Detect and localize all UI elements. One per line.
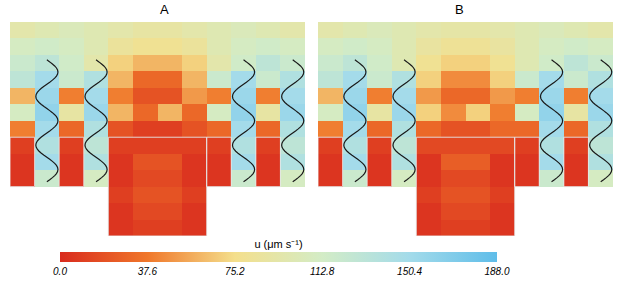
svg-text:37.6: 37.6 bbox=[138, 266, 158, 277]
svg-text:75.2: 75.2 bbox=[225, 266, 245, 277]
svg-text:u (μm s⁻¹): u (μm s⁻¹) bbox=[254, 238, 302, 250]
svg-text:188.0: 188.0 bbox=[484, 266, 509, 277]
svg-text:A: A bbox=[160, 2, 169, 17]
svg-text:0.0: 0.0 bbox=[53, 266, 67, 277]
svg-text:150.4: 150.4 bbox=[397, 266, 422, 277]
svg-text:112.8: 112.8 bbox=[310, 266, 335, 277]
svg-text:B: B bbox=[455, 2, 464, 17]
